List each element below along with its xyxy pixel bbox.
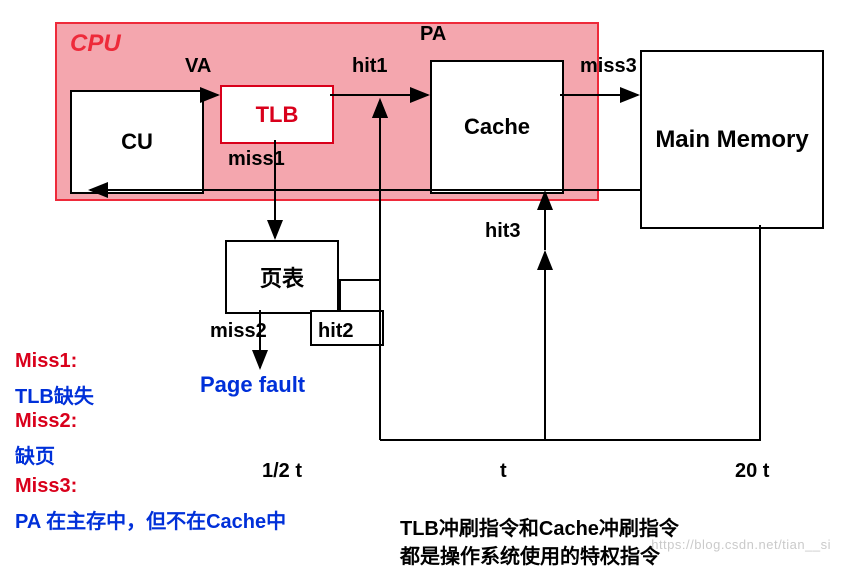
legend-miss1-head: Miss1: <box>15 350 77 373</box>
hit2-label: hit2 <box>318 320 354 343</box>
bottom-note-2: 都是操作系统使用的特权指令 <box>400 540 660 569</box>
time-20t-label: 20 t <box>735 460 769 483</box>
pa-label: PA <box>420 23 446 46</box>
hit3-label: hit3 <box>485 220 521 243</box>
page-table-box: 页表 <box>225 240 339 314</box>
legend-miss1-text: TLB缺失 <box>15 380 94 409</box>
miss3-label: miss3 <box>580 55 637 78</box>
miss1-label: miss1 <box>228 148 285 171</box>
main-memory-box: Main Memory <box>640 50 824 229</box>
legend-miss3-text: PA 在主存中，但不在Cache中 <box>15 505 286 534</box>
legend-miss2-head: Miss2: <box>15 410 77 433</box>
legend-miss2-text: 缺页 <box>15 440 55 469</box>
cu-text: CU <box>121 129 153 155</box>
cache-box: Cache <box>430 60 564 194</box>
va-label: VA <box>185 55 211 78</box>
page-fault-label: Page fault <box>200 372 305 398</box>
bottom-note-1: TLB冲刷指令和Cache冲刷指令 <box>400 512 679 541</box>
cu-box: CU <box>70 90 204 194</box>
main-text: Main Memory <box>655 126 808 154</box>
time-half-label: 1/2 t <box>262 460 302 483</box>
cache-text: Cache <box>464 114 530 140</box>
time-t-label: t <box>500 460 507 483</box>
tlb-text: TLB <box>256 102 299 128</box>
watermark: https://blog.csdn.net/tian__si <box>651 537 831 552</box>
tlb-box: TLB <box>220 85 334 144</box>
pt-text: 页表 <box>260 261 304 293</box>
legend-miss3-head: Miss3: <box>15 475 77 498</box>
miss2-label: miss2 <box>210 320 267 343</box>
cpu-label: CPU <box>70 30 121 58</box>
hit1-label: hit1 <box>352 55 388 78</box>
